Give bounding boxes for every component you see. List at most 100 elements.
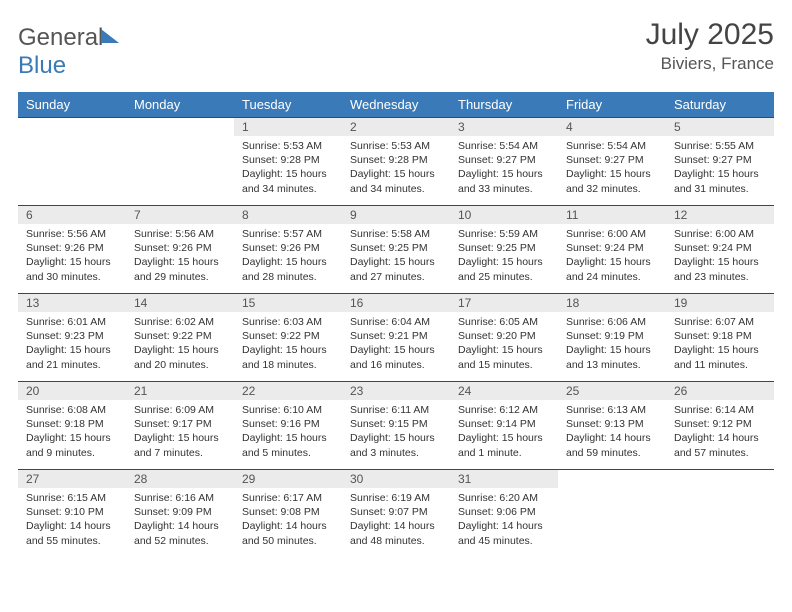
daylight-line1: Daylight: 15 hours <box>134 431 226 445</box>
calendar-day-cell: 30Sunrise: 6:19 AMSunset: 9:07 PMDayligh… <box>342 470 450 558</box>
daylight-line2: and 5 minutes. <box>242 446 334 460</box>
day-number: 29 <box>234 470 342 488</box>
day-details: Sunrise: 6:02 AMSunset: 9:22 PMDaylight:… <box>126 312 234 376</box>
weekday-header: Monday <box>126 92 234 118</box>
brand-logo: General Blue <box>18 18 119 80</box>
day-details: Sunrise: 5:53 AMSunset: 9:28 PMDaylight:… <box>342 136 450 200</box>
sunrise-text: Sunrise: 6:12 AM <box>458 403 550 417</box>
day-number: 19 <box>666 294 774 312</box>
day-number: 28 <box>126 470 234 488</box>
calendar-table: SundayMondayTuesdayWednesdayThursdayFrid… <box>18 92 774 558</box>
calendar-day-cell: 19Sunrise: 6:07 AMSunset: 9:18 PMDayligh… <box>666 294 774 382</box>
sunset-text: Sunset: 9:10 PM <box>26 505 118 519</box>
sunset-text: Sunset: 9:14 PM <box>458 417 550 431</box>
daylight-line2: and 9 minutes. <box>26 446 118 460</box>
sunrise-text: Sunrise: 5:53 AM <box>350 139 442 153</box>
sunrise-text: Sunrise: 6:10 AM <box>242 403 334 417</box>
sunrise-text: Sunrise: 5:53 AM <box>242 139 334 153</box>
day-number: 8 <box>234 206 342 224</box>
sunset-text: Sunset: 9:26 PM <box>134 241 226 255</box>
daylight-line2: and 24 minutes. <box>566 270 658 284</box>
calendar-day-cell: 8Sunrise: 5:57 AMSunset: 9:26 PMDaylight… <box>234 206 342 294</box>
daylight-line2: and 21 minutes. <box>26 358 118 372</box>
day-details: Sunrise: 6:10 AMSunset: 9:16 PMDaylight:… <box>234 400 342 464</box>
sunrise-text: Sunrise: 6:03 AM <box>242 315 334 329</box>
day-details: Sunrise: 6:15 AMSunset: 9:10 PMDaylight:… <box>18 488 126 552</box>
sunset-text: Sunset: 9:25 PM <box>458 241 550 255</box>
daylight-line2: and 27 minutes. <box>350 270 442 284</box>
sunset-text: Sunset: 9:08 PM <box>242 505 334 519</box>
location-label: Biviers, France <box>646 54 774 74</box>
sunrise-text: Sunrise: 6:05 AM <box>458 315 550 329</box>
calendar-body: 1Sunrise: 5:53 AMSunset: 9:28 PMDaylight… <box>18 118 774 558</box>
sunrise-text: Sunrise: 6:16 AM <box>134 491 226 505</box>
daylight-line1: Daylight: 15 hours <box>674 167 766 181</box>
daylight-line2: and 33 minutes. <box>458 182 550 196</box>
sunset-text: Sunset: 9:26 PM <box>242 241 334 255</box>
daylight-line2: and 23 minutes. <box>674 270 766 284</box>
sunrise-text: Sunrise: 6:01 AM <box>26 315 118 329</box>
sunset-text: Sunset: 9:27 PM <box>566 153 658 167</box>
sunset-text: Sunset: 9:17 PM <box>134 417 226 431</box>
sunset-text: Sunset: 9:27 PM <box>458 153 550 167</box>
daylight-line1: Daylight: 15 hours <box>26 343 118 357</box>
daylight-line2: and 50 minutes. <box>242 534 334 548</box>
day-details: Sunrise: 6:01 AMSunset: 9:23 PMDaylight:… <box>18 312 126 376</box>
daylight-line2: and 57 minutes. <box>674 446 766 460</box>
sunrise-text: Sunrise: 5:57 AM <box>242 227 334 241</box>
sunset-text: Sunset: 9:24 PM <box>566 241 658 255</box>
sunset-text: Sunset: 9:09 PM <box>134 505 226 519</box>
daylight-line2: and 59 minutes. <box>566 446 658 460</box>
daylight-line1: Daylight: 15 hours <box>242 343 334 357</box>
daylight-line2: and 20 minutes. <box>134 358 226 372</box>
calendar-day-cell: 11Sunrise: 6:00 AMSunset: 9:24 PMDayligh… <box>558 206 666 294</box>
calendar-week-row: 1Sunrise: 5:53 AMSunset: 9:28 PMDaylight… <box>18 118 774 206</box>
daylight-line1: Daylight: 15 hours <box>566 255 658 269</box>
sunset-text: Sunset: 9:25 PM <box>350 241 442 255</box>
sunrise-text: Sunrise: 6:17 AM <box>242 491 334 505</box>
daylight-line1: Daylight: 15 hours <box>458 167 550 181</box>
calendar-day-cell: 23Sunrise: 6:11 AMSunset: 9:15 PMDayligh… <box>342 382 450 470</box>
sunrise-text: Sunrise: 5:56 AM <box>26 227 118 241</box>
brand-part1: General <box>18 24 103 51</box>
calendar-empty-cell <box>558 470 666 558</box>
calendar-day-cell: 20Sunrise: 6:08 AMSunset: 9:18 PMDayligh… <box>18 382 126 470</box>
header-bar: General Blue July 2025 Biviers, France <box>18 18 774 80</box>
day-details: Sunrise: 6:06 AMSunset: 9:19 PMDaylight:… <box>558 312 666 376</box>
calendar-day-cell: 7Sunrise: 5:56 AMSunset: 9:26 PMDaylight… <box>126 206 234 294</box>
daylight-line1: Daylight: 15 hours <box>458 431 550 445</box>
daylight-line2: and 11 minutes. <box>674 358 766 372</box>
sunrise-text: Sunrise: 6:04 AM <box>350 315 442 329</box>
day-number: 5 <box>666 118 774 136</box>
daylight-line2: and 52 minutes. <box>134 534 226 548</box>
day-number: 7 <box>126 206 234 224</box>
calendar-week-row: 6Sunrise: 5:56 AMSunset: 9:26 PMDaylight… <box>18 206 774 294</box>
sunset-text: Sunset: 9:18 PM <box>26 417 118 431</box>
weekday-header: Friday <box>558 92 666 118</box>
daylight-line2: and 15 minutes. <box>458 358 550 372</box>
daylight-line1: Daylight: 15 hours <box>242 431 334 445</box>
daylight-line2: and 25 minutes. <box>458 270 550 284</box>
daylight-line2: and 32 minutes. <box>566 182 658 196</box>
daylight-line1: Daylight: 14 hours <box>350 519 442 533</box>
day-details: Sunrise: 6:14 AMSunset: 9:12 PMDaylight:… <box>666 400 774 464</box>
daylight-line1: Daylight: 14 hours <box>566 431 658 445</box>
calendar-week-row: 27Sunrise: 6:15 AMSunset: 9:10 PMDayligh… <box>18 470 774 558</box>
day-number: 23 <box>342 382 450 400</box>
daylight-line1: Daylight: 15 hours <box>458 255 550 269</box>
sunrise-text: Sunrise: 5:54 AM <box>458 139 550 153</box>
day-details: Sunrise: 5:59 AMSunset: 9:25 PMDaylight:… <box>450 224 558 288</box>
day-number: 24 <box>450 382 558 400</box>
weekday-header: Sunday <box>18 92 126 118</box>
day-details: Sunrise: 5:56 AMSunset: 9:26 PMDaylight:… <box>126 224 234 288</box>
sunrise-text: Sunrise: 6:14 AM <box>674 403 766 417</box>
sunrise-text: Sunrise: 6:00 AM <box>566 227 658 241</box>
day-details: Sunrise: 6:13 AMSunset: 9:13 PMDaylight:… <box>558 400 666 464</box>
sunset-text: Sunset: 9:16 PM <box>242 417 334 431</box>
day-number: 16 <box>342 294 450 312</box>
day-number: 9 <box>342 206 450 224</box>
day-details: Sunrise: 5:53 AMSunset: 9:28 PMDaylight:… <box>234 136 342 200</box>
brand-text: General Blue <box>18 24 119 80</box>
daylight-line1: Daylight: 15 hours <box>242 167 334 181</box>
sunset-text: Sunset: 9:06 PM <box>458 505 550 519</box>
